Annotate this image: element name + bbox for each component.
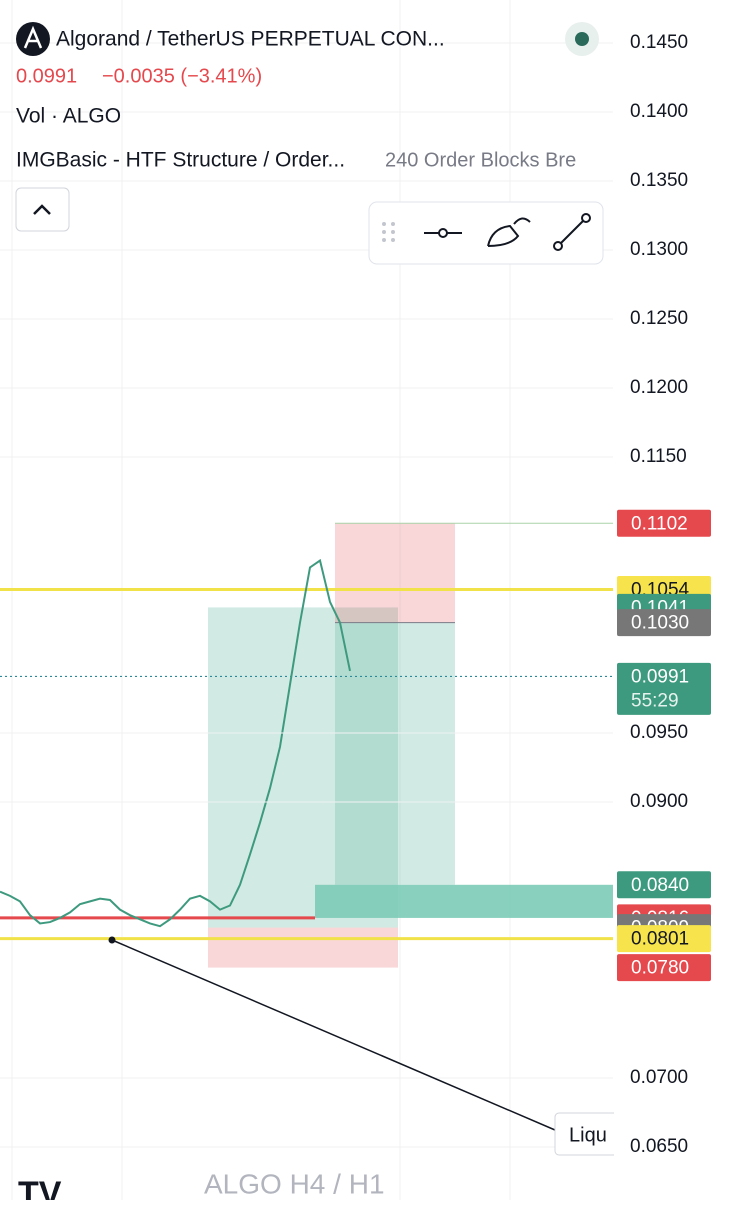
note-text: Liqu (569, 1124, 607, 1146)
y-tick-label: 0.1450 (630, 32, 688, 53)
price-change: −0.0035 (−3.41%) (102, 65, 262, 87)
vertical-grid (11, 0, 511, 1200)
order-block (315, 884, 613, 918)
stop-zone (335, 523, 455, 623)
y-tick-label: 0.0950 (630, 722, 688, 743)
price-line (0, 558, 351, 928)
indicator-args: 240 Order Blocks Bre (385, 149, 576, 171)
price-label: 0.1102 (631, 513, 688, 534)
price-label-bg (617, 509, 711, 537)
trend-line (111, 939, 556, 1131)
volume-label: Vol · ALGO (16, 105, 121, 128)
price-label-bg (617, 662, 711, 715)
price-label: 0.0840 (631, 875, 689, 896)
price-label: 0.1030 (631, 613, 689, 634)
y-tick-label: 0.1200 (630, 377, 688, 398)
logo-glyph (23, 25, 43, 49)
long-zone (208, 607, 398, 928)
y-tick-label: 0.1350 (630, 170, 688, 191)
status-dot (575, 32, 589, 46)
price-label: 0.0801 (631, 929, 689, 950)
horizontal-line-tool[interactable] (424, 228, 462, 238)
price-label: 0.0780 (631, 958, 689, 979)
price-label-bg (617, 871, 711, 899)
drag-handle (382, 222, 395, 242)
price-label: 0.0991 (631, 666, 689, 687)
last-price: 0.0991 (16, 65, 77, 87)
symbol-title: Algorand / TetherUS PERPETUAL CON... (56, 28, 445, 51)
symbol-watermark: ALGO H4 / H1 (204, 1168, 385, 1199)
y-tick-label: 0.0700 (630, 1067, 688, 1088)
collapse-button[interactable] (15, 187, 70, 232)
trend-line-tool[interactable] (553, 213, 591, 251)
price-label-bg (617, 609, 711, 637)
y-tick-label: 0.0900 (630, 791, 688, 812)
price-label-bg (617, 925, 711, 953)
y-tick-label: 0.1250 (630, 308, 688, 329)
y-tick-label: 0.0650 (630, 1136, 688, 1157)
chevron-up (33, 204, 51, 215)
y-tick-label: 0.1150 (630, 446, 687, 467)
brand-logo: TV (18, 1175, 62, 1200)
price-label-bg (617, 954, 711, 982)
y-tick-label: 0.1400 (630, 101, 688, 122)
target-zone (335, 622, 455, 885)
y-tick-label: 0.1300 (630, 239, 688, 260)
drawing-toolbar (368, 201, 604, 265)
countdown: 55:29 (631, 690, 679, 711)
trend-line-anchor (108, 936, 116, 944)
indicator-name: IMGBasic - HTF Structure / Order... (16, 149, 345, 172)
brush-tool[interactable] (487, 217, 531, 247)
stop-zone (208, 927, 398, 968)
